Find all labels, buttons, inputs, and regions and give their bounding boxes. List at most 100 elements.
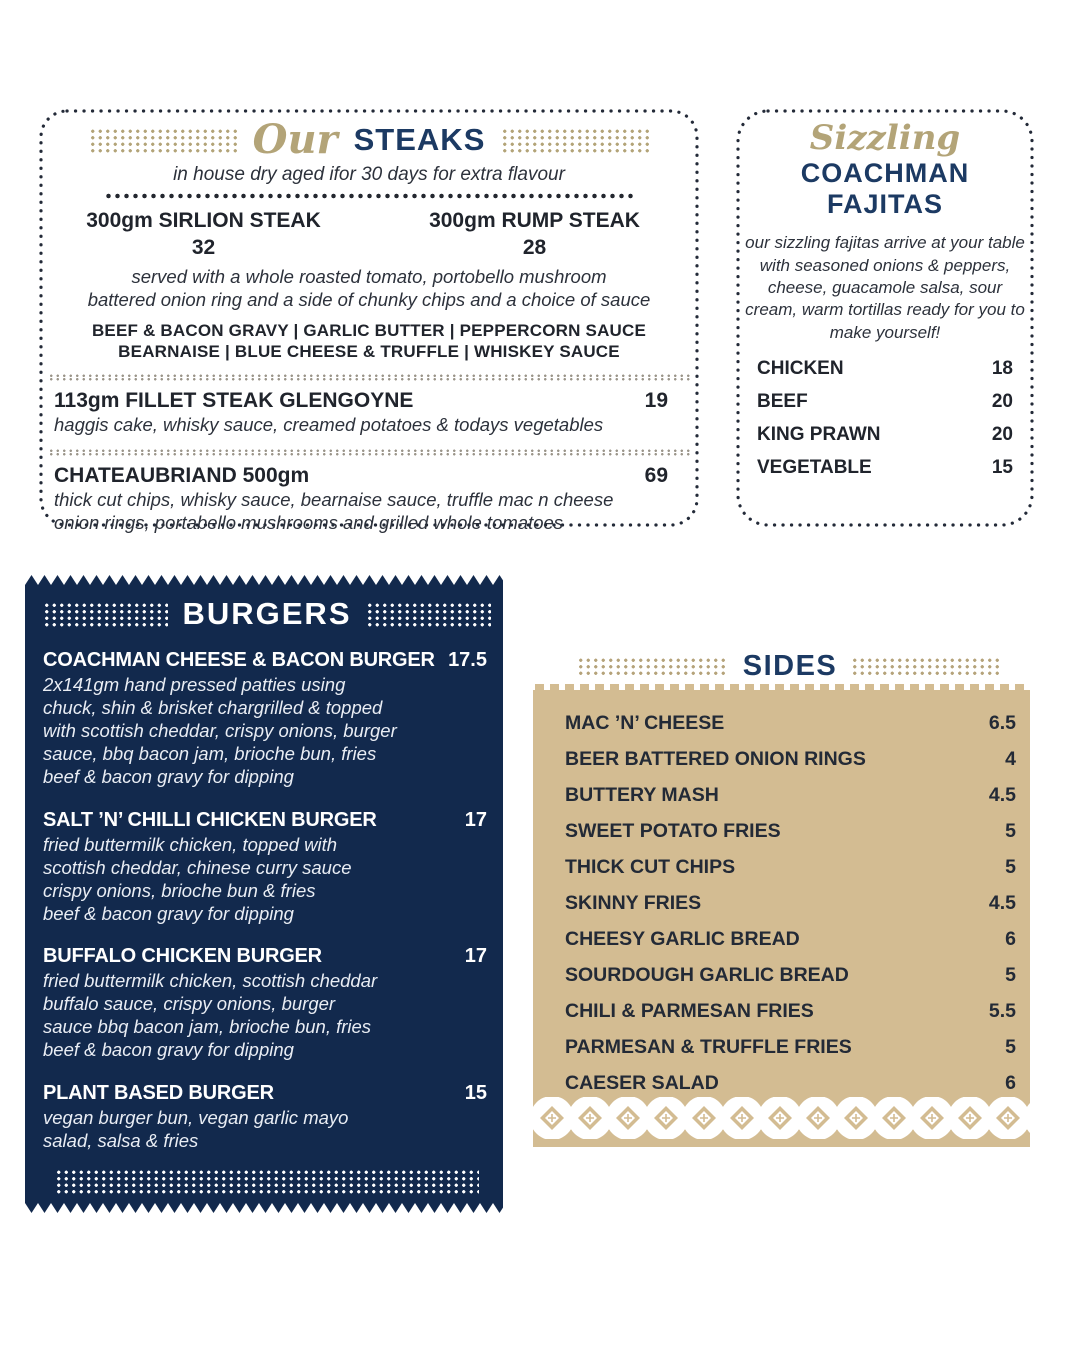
menu-item: SALT ’N’ CHILLI CHICKEN BURGER 17 fried … (43, 809, 491, 926)
zigzag-edge-top (25, 575, 503, 585)
item-price: 32 (191, 236, 216, 259)
item-name: BEEF (757, 391, 808, 413)
menu-item: 300gm SIRLION STEAK 32 (38, 209, 369, 260)
item-price: 28 (522, 236, 547, 259)
menu-item: CHEESY GARLIC BREAD 6 (565, 928, 1016, 964)
item-price: 5 (1005, 820, 1016, 842)
menu-item: BUFFALO CHICKEN BURGER 17 fried buttermi… (43, 945, 491, 1062)
item-description: fried buttermilk chicken, scottish chedd… (43, 970, 378, 1061)
dotted-divider (104, 193, 634, 199)
item-price: 5 (1005, 1036, 1016, 1058)
dotted-divider (48, 373, 690, 381)
item-price: 6 (1005, 1072, 1016, 1094)
item-name: MAC ’N’ CHEESE (565, 712, 725, 734)
menu-item: MAC ’N’ CHEESE 6.5 (565, 712, 1016, 748)
item-name: SKINNY FRIES (565, 892, 702, 914)
dotted-divider (48, 448, 690, 456)
item-price: 4.5 (988, 784, 1016, 806)
item-price: 17.5 (448, 649, 487, 671)
steak-pair: 300gm SIRLION STEAK 32 300gm RUMP STEAK … (38, 209, 700, 260)
burgers-header: BURGERS (43, 596, 491, 631)
menu-item: CHILI & PARMESAN FRIES 5.5 (565, 1000, 1016, 1036)
dot-ornament-left (88, 127, 237, 153)
item-name: CHILI & PARMESAN FRIES (565, 1000, 814, 1022)
zigzag-edge-bottom (25, 1203, 503, 1213)
item-price: 4 (1005, 748, 1016, 770)
menu-item: BEEF 20 (757, 391, 1013, 413)
item-price: 15 (464, 1082, 487, 1105)
menu-item: SKINNY FRIES 4.5 (565, 892, 1016, 928)
item-name: SWEET POTATO FRIES (565, 820, 781, 842)
steaks-panel: Our STEAKS in house dry aged ifor 30 day… (38, 108, 700, 533)
item-price: 5 (1005, 856, 1016, 878)
item-name: PLANT BASED BURGER (43, 1082, 274, 1105)
item-price: 6.5 (988, 712, 1016, 734)
item-name: THICK CUT CHIPS (565, 856, 736, 878)
menu-item: SOURDOUGH GARLIC BREAD 5 (565, 964, 1016, 1000)
steaks-subtitle: in house dry aged ifor 30 days for extra… (173, 164, 565, 185)
menu-item: THICK CUT CHIPS 5 (565, 856, 1016, 892)
item-name: 300gm RUMP STEAK (429, 209, 640, 232)
fajitas-title-line1: COACHMAN (800, 158, 970, 188)
item-name: BUFFALO CHICKEN BURGER (43, 945, 322, 968)
fajitas-panel: Sizzling COACHMAN FAJITAS our sizzling f… (735, 108, 1035, 528)
fajitas-title-script: Sizzling (809, 118, 961, 158)
sides-header: SIDES (545, 650, 1035, 683)
item-description: thick cut chips, whisky sauce, bearnaise… (54, 488, 614, 533)
item-price: 69 (644, 463, 668, 487)
item-name: CHICKEN (757, 358, 844, 380)
fajitas-items: CHICKEN 18 BEEF 20 KING PRAWN 20 VEGETAB… (757, 358, 1013, 479)
menu-item: CHATEAUBRIAND 500gm 69 (38, 464, 700, 488)
steaks-title: STEAKS (353, 122, 486, 157)
fajitas-title-line2: FAJITAS (826, 189, 943, 220)
item-price: 18 (991, 358, 1013, 380)
stamp-edge-top (533, 683, 1030, 690)
item-price: 5.5 (988, 1000, 1016, 1022)
item-price: 5 (1005, 964, 1016, 986)
item-name: CHATEAUBRIAND 500gm (54, 463, 310, 487)
fajitas-description: our sizzling fajitas arrive at your tabl… (745, 233, 1025, 342)
coin-ornament-band (533, 1097, 1030, 1139)
item-price: 17 (464, 808, 487, 831)
item-price: 17 (464, 945, 487, 968)
item-price: 4.5 (988, 892, 1016, 914)
menu-item: SWEET POTATO FRIES 5 (565, 820, 1016, 856)
dot-ornament-right (501, 127, 650, 153)
steaks-header: Our STEAKS (38, 120, 700, 160)
item-name: 113gm FILLET STEAK GLENGOYNE (54, 388, 414, 412)
burgers-panel: BURGERS COACHMAN CHEESE & BACON BURGER 1… (25, 575, 503, 1213)
item-price: 20 (991, 391, 1013, 413)
item-name: KING PRAWN (757, 424, 881, 446)
item-name: CHEESY GARLIC BREAD (565, 928, 800, 950)
dot-ornament-left (43, 601, 169, 627)
item-name: BEER BATTERED ONION RINGS (565, 748, 866, 770)
sides-items: MAC ’N’ CHEESE 6.5 BEER BATTERED ONION R… (533, 690, 1030, 1108)
item-name: SALT ’N’ CHILLI CHICKEN BURGER (43, 808, 377, 831)
item-name: CAESER SALAD (565, 1072, 719, 1094)
sides-title: SIDES (742, 650, 838, 682)
menu-item: KING PRAWN 20 (757, 424, 1013, 446)
item-price: 6 (1005, 928, 1016, 950)
menu-item: CAESER SALAD 6 (565, 1072, 1016, 1108)
sides-panel: MAC ’N’ CHEESE 6.5 BEER BATTERED ONION R… (533, 683, 1030, 1147)
steaks-title-script: Our (252, 116, 338, 163)
item-price: 20 (991, 424, 1013, 446)
dot-ornament-band (55, 1169, 479, 1196)
dot-ornament-right (851, 656, 1004, 677)
burgers-title: BURGERS (182, 596, 352, 631)
item-name: PARMESAN & TRUFFLE FRIES (565, 1036, 852, 1058)
item-description: fried buttermilk chicken, topped with sc… (43, 833, 352, 924)
sauce-options: BEEF & BACON GRAVY | GARLIC BUTTER | PEP… (91, 321, 647, 361)
menu-item: PLANT BASED BURGER 15 vegan burger bun, … (43, 1082, 491, 1153)
item-description: served with a whole roasted tomato, port… (87, 266, 651, 310)
menu-item: BEER BATTERED ONION RINGS 4 (565, 748, 1016, 784)
menu-item: VEGETABLE 15 (757, 457, 1013, 479)
menu-item: PARMESAN & TRUFFLE FRIES 5 (565, 1036, 1016, 1072)
menu-item: 113gm FILLET STEAK GLENGOYNE 19 (38, 389, 700, 413)
item-name: VEGETABLE (757, 457, 872, 479)
item-name: SOURDOUGH GARLIC BREAD (565, 964, 849, 986)
item-price: 19 (644, 388, 668, 412)
item-description: 2x141gm hand pressed patties using chuck… (43, 674, 397, 787)
item-name: 300gm SIRLION STEAK (86, 209, 321, 232)
